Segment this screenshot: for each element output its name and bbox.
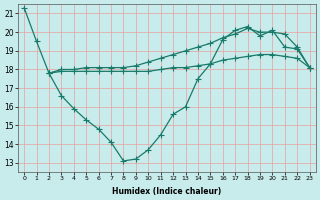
X-axis label: Humidex (Indice chaleur): Humidex (Indice chaleur) xyxy=(112,187,221,196)
